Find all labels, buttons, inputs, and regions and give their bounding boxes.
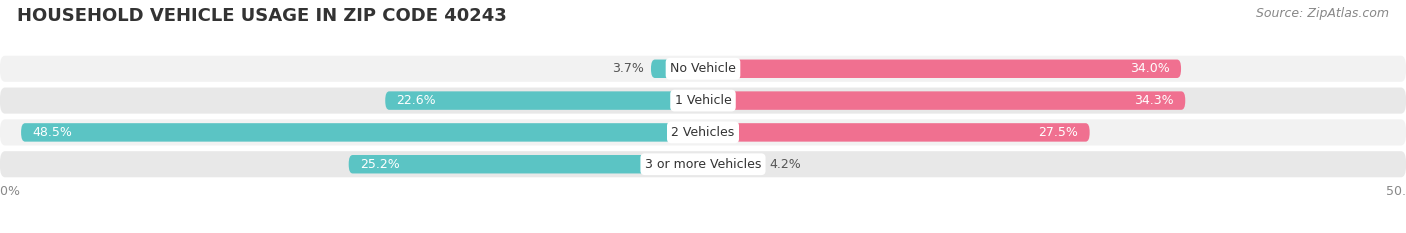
Text: 3.7%: 3.7% [612,62,644,75]
FancyBboxPatch shape [0,88,1406,114]
Text: HOUSEHOLD VEHICLE USAGE IN ZIP CODE 40243: HOUSEHOLD VEHICLE USAGE IN ZIP CODE 4024… [17,7,506,25]
Text: Source: ZipAtlas.com: Source: ZipAtlas.com [1256,7,1389,20]
FancyBboxPatch shape [703,60,1181,78]
Text: 34.0%: 34.0% [1130,62,1170,75]
Text: 4.2%: 4.2% [769,158,801,171]
Text: 48.5%: 48.5% [32,126,72,139]
FancyBboxPatch shape [0,56,1406,82]
FancyBboxPatch shape [0,119,1406,145]
FancyBboxPatch shape [703,123,1090,142]
Text: 34.3%: 34.3% [1135,94,1174,107]
FancyBboxPatch shape [349,155,703,173]
FancyBboxPatch shape [21,123,703,142]
Text: 2 Vehicles: 2 Vehicles [672,126,734,139]
Text: 25.2%: 25.2% [360,158,399,171]
Text: 1 Vehicle: 1 Vehicle [675,94,731,107]
FancyBboxPatch shape [703,155,762,173]
Text: No Vehicle: No Vehicle [671,62,735,75]
Text: 3 or more Vehicles: 3 or more Vehicles [645,158,761,171]
Text: 22.6%: 22.6% [396,94,436,107]
Text: 27.5%: 27.5% [1039,126,1078,139]
FancyBboxPatch shape [651,60,703,78]
FancyBboxPatch shape [0,151,1406,177]
FancyBboxPatch shape [703,91,1185,110]
FancyBboxPatch shape [385,91,703,110]
